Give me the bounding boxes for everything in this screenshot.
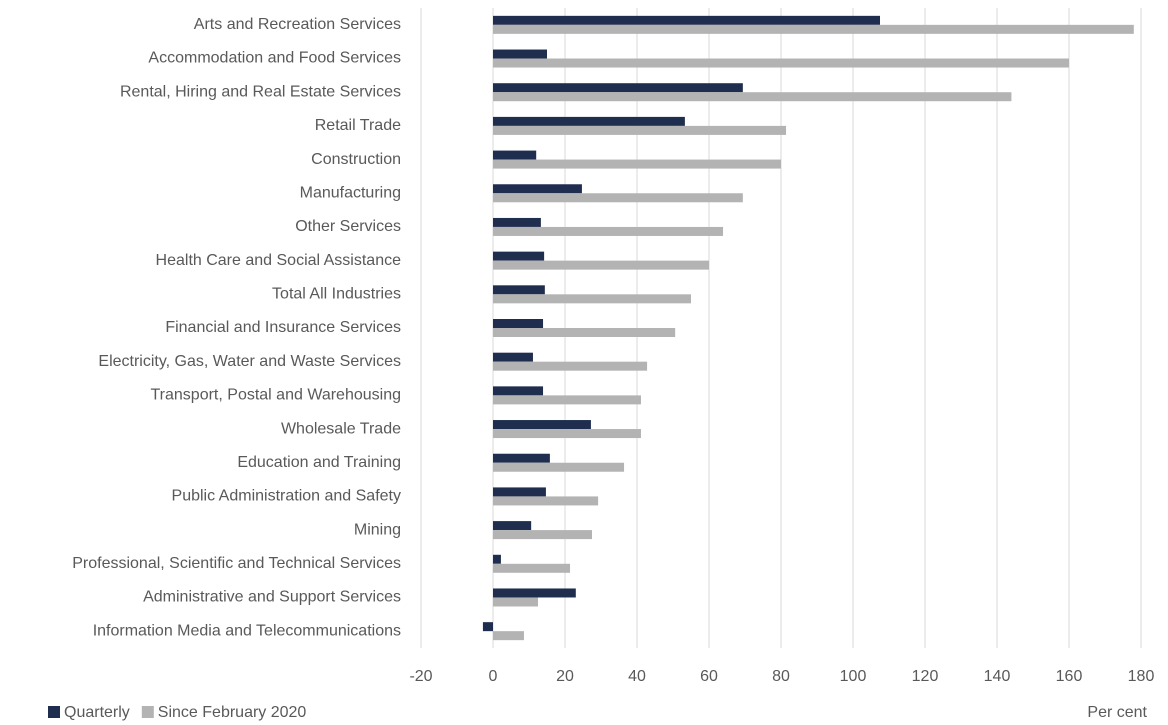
bar (493, 83, 743, 93)
bar (493, 530, 592, 540)
y-tick-label: Retail Trade (315, 117, 401, 134)
bar (493, 260, 709, 270)
legend-label: Quarterly (64, 704, 130, 721)
bar (493, 521, 532, 531)
y-tick-label: Manufacturing (300, 184, 401, 201)
bar (493, 554, 501, 564)
x-tick-label: -20 (409, 668, 432, 685)
legend-swatch (48, 706, 60, 718)
bar (493, 352, 533, 362)
x-tick-label: 140 (984, 668, 1011, 685)
y-tick-label: Arts and Recreation Services (194, 16, 401, 33)
bar (493, 58, 1069, 68)
bar (493, 92, 1012, 102)
x-tick-label: 80 (772, 668, 790, 685)
bar (493, 193, 743, 203)
bar (493, 588, 576, 598)
x-tick-label: 180 (1128, 668, 1155, 685)
bar (493, 462, 625, 472)
bar (493, 563, 571, 573)
bar (493, 386, 544, 396)
bar (493, 15, 880, 25)
bar (493, 24, 1134, 34)
bar (493, 217, 541, 227)
bar (493, 420, 591, 430)
y-tick-label: Health Care and Social Assistance (156, 252, 402, 269)
bar (493, 159, 781, 169)
legend-label: Since February 2020 (158, 704, 307, 721)
bar (493, 184, 582, 194)
x-tick-label: 100 (840, 668, 867, 685)
y-tick-label: Administrative and Support Services (143, 589, 401, 606)
legend-swatch (141, 706, 154, 718)
x-tick-label: 40 (628, 668, 646, 685)
x-tick-label: 120 (912, 668, 939, 685)
bar (493, 226, 724, 236)
y-tick-label: Other Services (295, 218, 401, 235)
bar (493, 125, 787, 135)
bar (493, 251, 545, 261)
bar (493, 453, 550, 463)
y-tick-label: Education and Training (237, 454, 401, 471)
y-tick-label: Mining (354, 521, 401, 538)
x-tick-label: 60 (700, 668, 718, 685)
x-axis-label: Per cent (1087, 704, 1147, 721)
y-tick-label: Information Media and Telecommunications (93, 622, 401, 639)
x-tick-label: 160 (1056, 668, 1083, 685)
bar (493, 496, 599, 506)
y-tick-label: Construction (311, 151, 401, 168)
bar (493, 319, 544, 328)
bar (482, 622, 493, 632)
y-tick-label: Total All Industries (272, 286, 401, 303)
y-tick-label: Rental, Hiring and Real Estate Services (120, 83, 401, 100)
bar (493, 294, 691, 304)
bar (493, 285, 545, 295)
bar (493, 328, 676, 337)
y-tick-label: Transport, Postal and Warehousing (151, 387, 402, 404)
y-tick-label: Wholesale Trade (281, 420, 401, 437)
bar (493, 49, 547, 59)
bar (493, 150, 537, 160)
bar (493, 631, 524, 641)
bar (493, 487, 546, 497)
y-tick-label: Financial and Insurance Services (165, 319, 401, 336)
x-tick-label: 20 (556, 668, 574, 685)
bar (493, 395, 641, 405)
y-tick-label: Public Administration and Safety (172, 488, 401, 505)
x-tick-label: 0 (489, 668, 498, 685)
bar (493, 429, 641, 439)
bar (493, 597, 538, 607)
y-tick-label: Professional, Scientific and Technical S… (72, 555, 401, 572)
y-tick-label: Accommodation and Food Services (148, 50, 401, 67)
y-tick-label: Electricity, Gas, Water and Waste Servic… (98, 353, 401, 370)
bar (493, 361, 648, 371)
bar (493, 116, 685, 126)
